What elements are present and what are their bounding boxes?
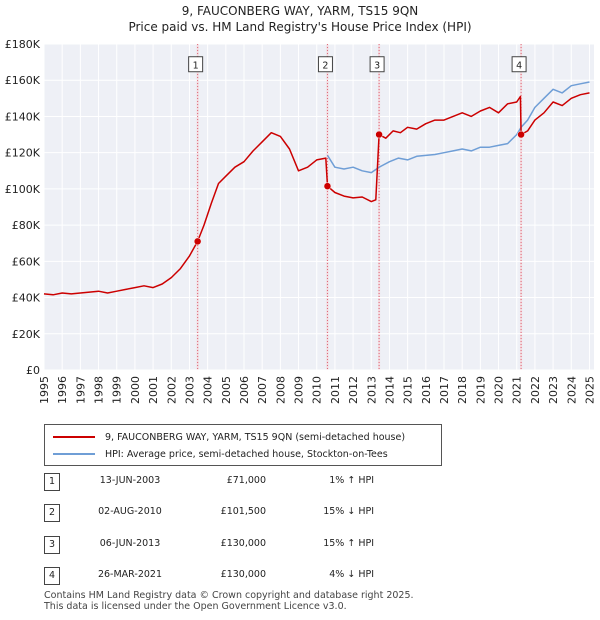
x-tick-label: 1996 <box>56 376 69 404</box>
x-tick-label: 2025 <box>583 376 596 404</box>
transaction-number: 4 <box>44 567 60 585</box>
y-tick-label: £140K <box>5 110 41 123</box>
x-tick-label: 1997 <box>74 376 87 404</box>
transaction-price: £101,500 <box>220 506 266 517</box>
transaction-date: 02-AUG-2010 <box>98 506 162 517</box>
transaction-number: 1 <box>44 473 60 491</box>
hpi-series-line <box>326 81 590 174</box>
x-tick-label: 2023 <box>547 376 560 404</box>
x-tick-label: 2014 <box>383 376 396 404</box>
legend-label-property: 9, FAUCONBERG WAY, YARM, TS15 9QN (semi-… <box>105 431 406 443</box>
transaction-price: £130,000 <box>220 538 266 549</box>
plot-area <box>44 44 594 370</box>
y-tick-label: £80K <box>12 219 41 232</box>
transaction-marker-label-1: 1 <box>193 61 199 72</box>
x-tick-label: 2021 <box>511 376 524 404</box>
transaction-marker-label-4: 4 <box>516 61 522 72</box>
transaction-date: 26-MAR-2021 <box>97 569 163 580</box>
x-tick-label: 2017 <box>438 376 451 404</box>
transaction-date: 06-JUN-2013 <box>99 538 161 549</box>
legend-swatch-hpi <box>53 453 95 455</box>
transaction-number: 3 <box>44 536 60 554</box>
legend-item-hpi: HPI: Average price, semi-detached house,… <box>53 446 388 462</box>
x-tick-label: 2018 <box>456 376 469 404</box>
transaction-number: 2 <box>44 504 60 522</box>
x-tick-label: 2010 <box>311 376 324 404</box>
transaction-price: £71,000 <box>226 475 266 486</box>
y-tick-label: £20K <box>12 328 41 341</box>
transaction-marker-label-3: 3 <box>374 61 380 72</box>
legend-item-property: 9, FAUCONBERG WAY, YARM, TS15 9QN (semi-… <box>53 429 405 445</box>
transaction-date: 13-JUN-2003 <box>99 475 161 486</box>
transaction-marker-box-3 <box>369 56 385 73</box>
x-tick-label: 2004 <box>202 376 215 404</box>
chart-subtitle: Price paid vs. HM Land Registry's House … <box>128 20 472 34</box>
x-tick-label: 2022 <box>529 376 542 404</box>
x-tick-label: 2013 <box>365 376 378 404</box>
x-tick-label: 2003 <box>183 376 196 404</box>
x-tick-label: 2012 <box>347 376 360 404</box>
x-tick-label: 2002 <box>165 376 178 404</box>
transaction-point-2 <box>323 182 332 190</box>
transaction-point-3 <box>375 130 383 139</box>
x-tick-label: 2024 <box>565 376 578 404</box>
transaction-hpi-diff: 15% ↑ HPI <box>323 538 374 549</box>
y-tick-label: £100K <box>5 183 41 196</box>
y-tick-label: £0 <box>26 364 40 377</box>
transaction-hpi-diff: 4% ↓ HPI <box>329 569 374 580</box>
transaction-hpi-diff: 15% ↓ HPI <box>323 506 374 517</box>
transaction-point-1 <box>193 237 202 246</box>
table-row: 1 13-JUN-2003 £71,000 1% ↑ HPI <box>44 473 444 491</box>
transaction-marker-box-2 <box>317 56 333 73</box>
chart-title: 9, FAUCONBERG WAY, YARM, TS15 9QN <box>181 4 419 18</box>
y-tick-label: £120K <box>5 147 41 160</box>
x-tick-label: 1999 <box>111 376 124 404</box>
y-tick-label: £40K <box>12 292 41 305</box>
x-tick-label: 2016 <box>420 376 433 404</box>
transaction-point-4 <box>517 130 525 139</box>
x-tick-label: 2008 <box>274 376 287 404</box>
transaction-marker-box-4 <box>511 56 527 73</box>
y-tick-label: £180K <box>5 38 41 51</box>
x-tick-label: 2019 <box>474 376 487 404</box>
table-row: 2 02-AUG-2010 £101,500 15% ↓ HPI <box>44 504 444 522</box>
footer-attribution: Contains HM Land Registry data © Crown c… <box>44 590 414 612</box>
x-tick-label: 2007 <box>256 376 269 404</box>
legend-swatch-property <box>53 436 95 438</box>
footer-line-2: This data is licensed under the Open Gov… <box>44 601 347 612</box>
transaction-price: £130,000 <box>220 569 266 580</box>
x-tick-label: 2001 <box>147 376 160 404</box>
x-tick-label: 2015 <box>402 376 415 404</box>
legend-label-hpi: HPI: Average price, semi-detached house,… <box>105 448 388 460</box>
transaction-marker-label-2: 2 <box>322 61 328 72</box>
transaction-marker-box-1 <box>188 56 204 73</box>
footer-line-1: Contains HM Land Registry data © Crown c… <box>44 590 414 601</box>
x-tick-label: 2000 <box>129 376 142 404</box>
x-tick-label: 1995 <box>38 376 51 404</box>
y-tick-label: £160K <box>5 74 41 87</box>
x-tick-label: 2005 <box>220 376 233 404</box>
y-tick-label: £60K <box>12 255 41 268</box>
x-tick-label: 2011 <box>329 376 342 404</box>
x-tick-label: 1998 <box>93 376 106 404</box>
transaction-hpi-diff: 1% ↑ HPI <box>329 475 374 486</box>
x-tick-label: 2020 <box>493 376 506 404</box>
x-tick-label: 2009 <box>293 376 306 404</box>
table-row: 4 26-MAR-2021 £130,000 4% ↓ HPI <box>44 567 444 585</box>
price-chart: £0 £20K £40K £60K £80K £100K £120K £140K £160K £1… <box>5 38 597 404</box>
table-row: 3 06-JUN-2013 £130,000 15% ↑ HPI <box>44 536 444 554</box>
x-tick-label: 2006 <box>238 376 251 404</box>
chart-legend: 9, FAUCONBERG WAY, YARM, TS15 9QN (semi-… <box>44 424 442 466</box>
